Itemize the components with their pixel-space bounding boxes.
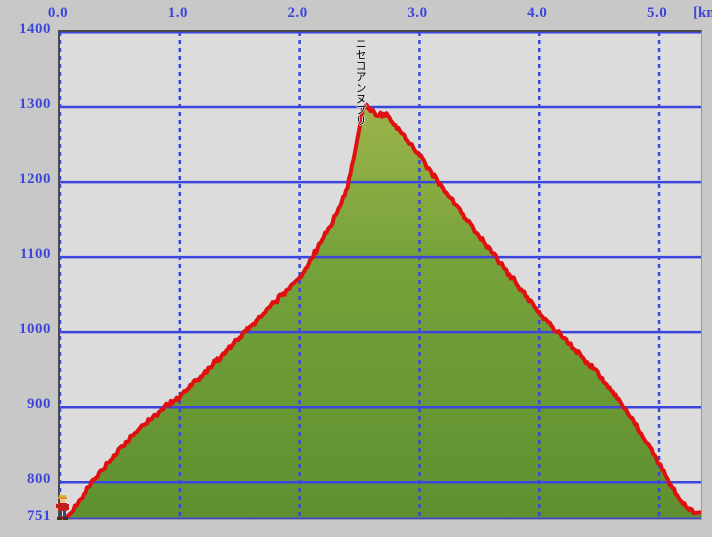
x-tick-label-2: 2.0 [287,5,308,21]
y-tick-label-4: 1000 [19,321,51,338]
y-tick-label-1: 1300 [19,96,51,113]
x-tick-label-1: 1.0 [167,5,188,21]
x-tick-label-0: 0.0 [47,5,69,21]
elevation-fill-area [60,104,701,519]
elevation-line [60,102,701,519]
summit-name-label: ニセコアンヌプリ [354,38,368,126]
y-tick-label-2: 1200 [19,171,51,188]
x-axis-unit-label: [km] [693,5,712,21]
y-tick-label-0: 1400 [19,21,51,37]
hiker-icon [55,495,70,520]
y-tick-label-5: 900 [27,396,51,413]
elevation-profile-svg [60,32,701,519]
x-tick-label-5: 5.0 [646,5,668,21]
plot-area [58,30,702,520]
x-tick-label-4: 4.0 [527,5,548,21]
y-tick-label-6: 800 [27,471,51,488]
y-tick-label-3: 1100 [19,246,51,263]
y-tick-label-7: 751 [27,508,51,524]
x-tick-label-3: 3.0 [407,5,428,21]
